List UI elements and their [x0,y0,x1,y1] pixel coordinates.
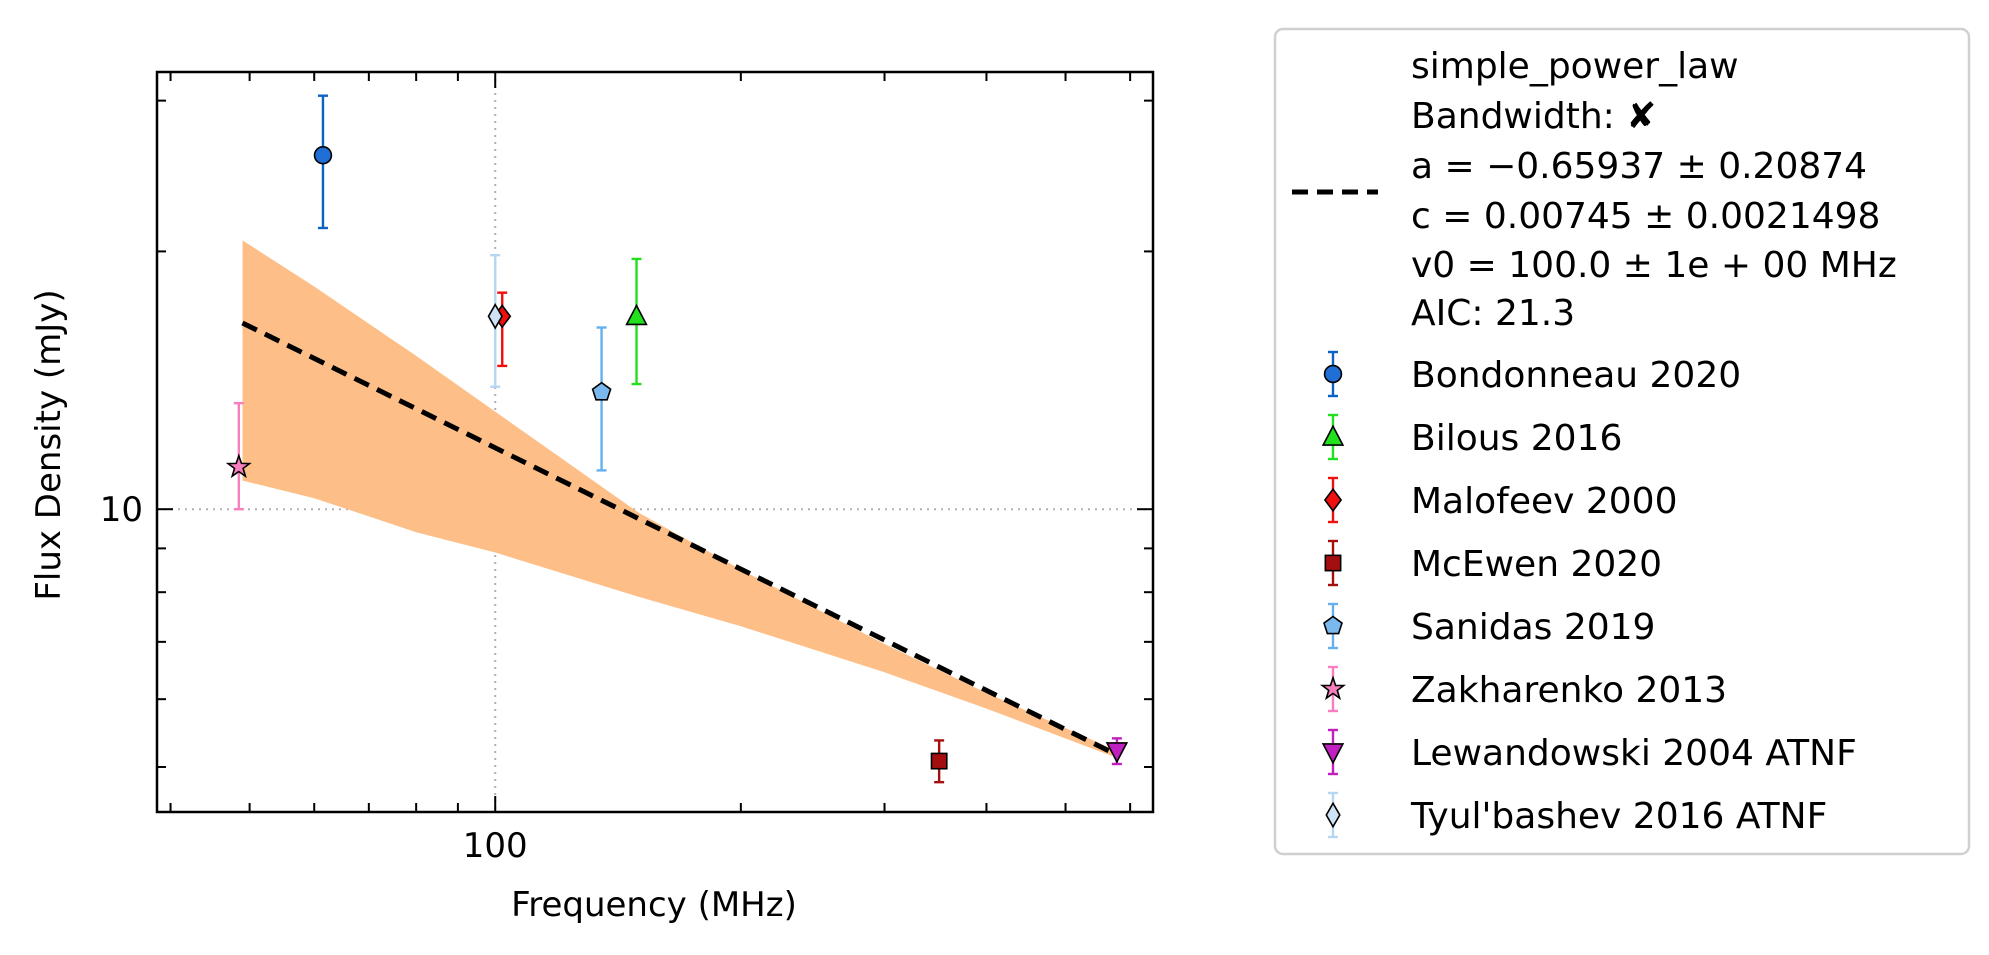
legend-marker-lewandowski-2004-atnf [1321,743,1345,765]
legend-marker-sanidas-2019 [1323,615,1343,635]
data-point-lewandowski-2004-atnf [1105,742,1129,764]
fit-line [241,320,1114,755]
legend-label-sanidas-2019: Sanidas 2019 [1411,607,1655,648]
legend-fit-param-a: a = −0.65937 ± 0.20874 [1411,146,1867,187]
axes: 100 10 [100,70,1155,866]
legend-label-bondonneau-2020: Bondonneau 2020 [1411,355,1741,396]
legend-frame [1273,27,1971,856]
plot-area [157,72,1153,812]
cross-icon: ✘ [1626,96,1656,137]
y-tick-label: 10 [100,490,143,530]
plot-frame [155,70,1155,814]
x-axis-label: Frequency (MHz) [511,885,797,925]
legend-label-bilous-2016: Bilous 2016 [1411,418,1622,459]
legend-fit-param-v0: v0 = 100.0 ± 1e + 00 MHz [1411,245,1897,286]
legend-fit-bandwidth: Bandwidth: ✘ [1411,96,1656,137]
data-point-bondonneau-2020 [313,146,333,165]
data-point-tyul-bashev-2016-atnf [487,302,503,330]
legend-fit-aic: AIC: 21.3 [1411,293,1575,334]
data-point-mcewen-2020 [930,752,948,770]
legend-marker-malofeev-2000 [1323,487,1343,513]
legend-marker-bilous-2016 [1321,424,1345,446]
legend-fit-param-c: c = 0.00745 ± 0.0021498 [1411,196,1880,237]
legend-label-tyul-bashev-2016-atnf: Tyul'bashev 2016 ATNF [1410,796,1827,837]
legend-fit-name: simple_power_law [1411,46,1739,87]
legend-marker-zakharenko-2013 [1319,675,1347,701]
legend-label-mcewen-2020: McEwen 2020 [1411,544,1662,585]
data-point-zakharenko-2013 [225,453,252,479]
y-axis-label: Flux Density (mJy) [29,289,69,600]
legend-marker-tyul-bashev-2016-atnf [1325,801,1341,829]
x-tick-label: 100 [463,826,528,866]
data-point-bilous-2016 [625,303,648,326]
legend-label-malofeev-2000: Malofeev 2000 [1411,481,1677,522]
legend-label-lewandowski-2004-atnf: Lewandowski 2004 ATNF [1411,733,1857,774]
legend: simple_power_law Bandwidth: ✘ a = −0.659… [1273,27,1971,856]
legend-marker-mcewen-2020 [1324,554,1342,572]
fit-uncertainty-band [242,240,1112,756]
error-bar-malofeev-2000 [497,291,508,368]
legend-label-zakharenko-2013: Zakharenko 2013 [1411,670,1727,711]
legend-marker-bondonneau-2020 [1323,364,1343,384]
data-point-sanidas-2019 [591,381,612,401]
